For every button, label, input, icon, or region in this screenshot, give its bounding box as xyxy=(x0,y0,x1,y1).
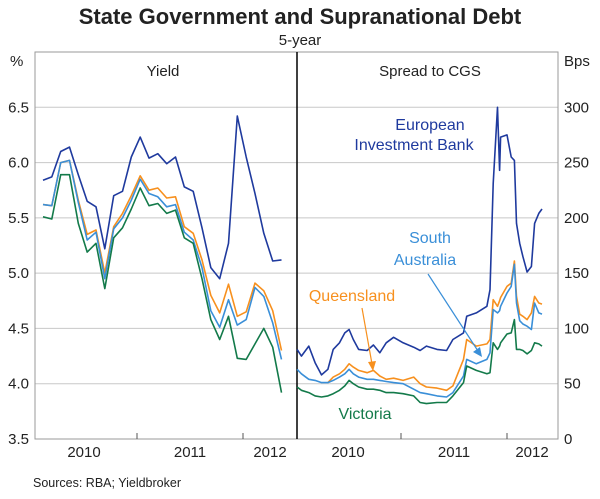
spread-line-south-australia xyxy=(296,263,543,398)
left-y-tick-label: 4.0 xyxy=(8,376,29,393)
left-y-tick-label: 3.5 xyxy=(8,431,29,448)
right-y-tick-label: 0 xyxy=(564,431,572,448)
left-y-tick-label: 5.5 xyxy=(8,210,29,227)
right-panel-title: Spread to CGS xyxy=(379,63,481,80)
yield-line-south-australia xyxy=(42,159,283,360)
right-axis-unit: Bps xyxy=(564,53,590,70)
label-eib-line1: European xyxy=(395,117,464,134)
spread-line-european-investment-bank xyxy=(296,106,543,376)
queensland-arrow xyxy=(361,307,376,371)
chart-title: State Government and Supranational Debt xyxy=(79,4,522,29)
source-note: Sources: RBA; Yieldbroker xyxy=(33,476,181,490)
right-y-tick-label: 250 xyxy=(564,155,589,172)
x-tick-label: 2011 xyxy=(174,444,206,461)
x-tick-label: 2010 xyxy=(331,444,364,461)
right-y-tick-label: 100 xyxy=(564,320,589,337)
yield-line-queensland xyxy=(42,159,283,351)
x-tick-label: 2010 xyxy=(67,444,100,461)
left-y-tick-label: 4.5 xyxy=(8,320,29,337)
left-y-tick-label: 6.5 xyxy=(8,99,29,116)
right-y-tick-label: 150 xyxy=(564,265,589,282)
right-y-tick-label: 50 xyxy=(564,376,581,393)
spread-line-victoria xyxy=(296,318,543,405)
left-y-tick-label: 6.0 xyxy=(8,155,29,172)
label-queensland: Queensland xyxy=(309,288,395,305)
yield-line-victoria xyxy=(42,173,283,393)
right-y-tick-label: 200 xyxy=(564,210,589,227)
chart-subtitle: 5-year xyxy=(279,32,322,49)
label-victoria: Victoria xyxy=(338,406,391,423)
south-australia-arrow xyxy=(427,273,482,357)
left-axis-unit: % xyxy=(10,53,23,70)
spread-line-queensland xyxy=(327,260,543,392)
right-y-tick-label: 300 xyxy=(564,99,589,116)
left-panel-title: Yield xyxy=(147,63,180,80)
left-y-tick-label: 5.0 xyxy=(8,265,29,282)
x-tick-label: 2012 xyxy=(515,444,548,461)
x-tick-label: 2011 xyxy=(438,444,470,461)
label-eib-line2: Investment Bank xyxy=(354,137,474,154)
x-tick-label: 2012 xyxy=(253,444,286,461)
yield-line-european-investment-bank xyxy=(42,115,282,280)
label-sa-line1: South xyxy=(409,230,451,247)
label-sa-line2: Australia xyxy=(394,252,456,269)
